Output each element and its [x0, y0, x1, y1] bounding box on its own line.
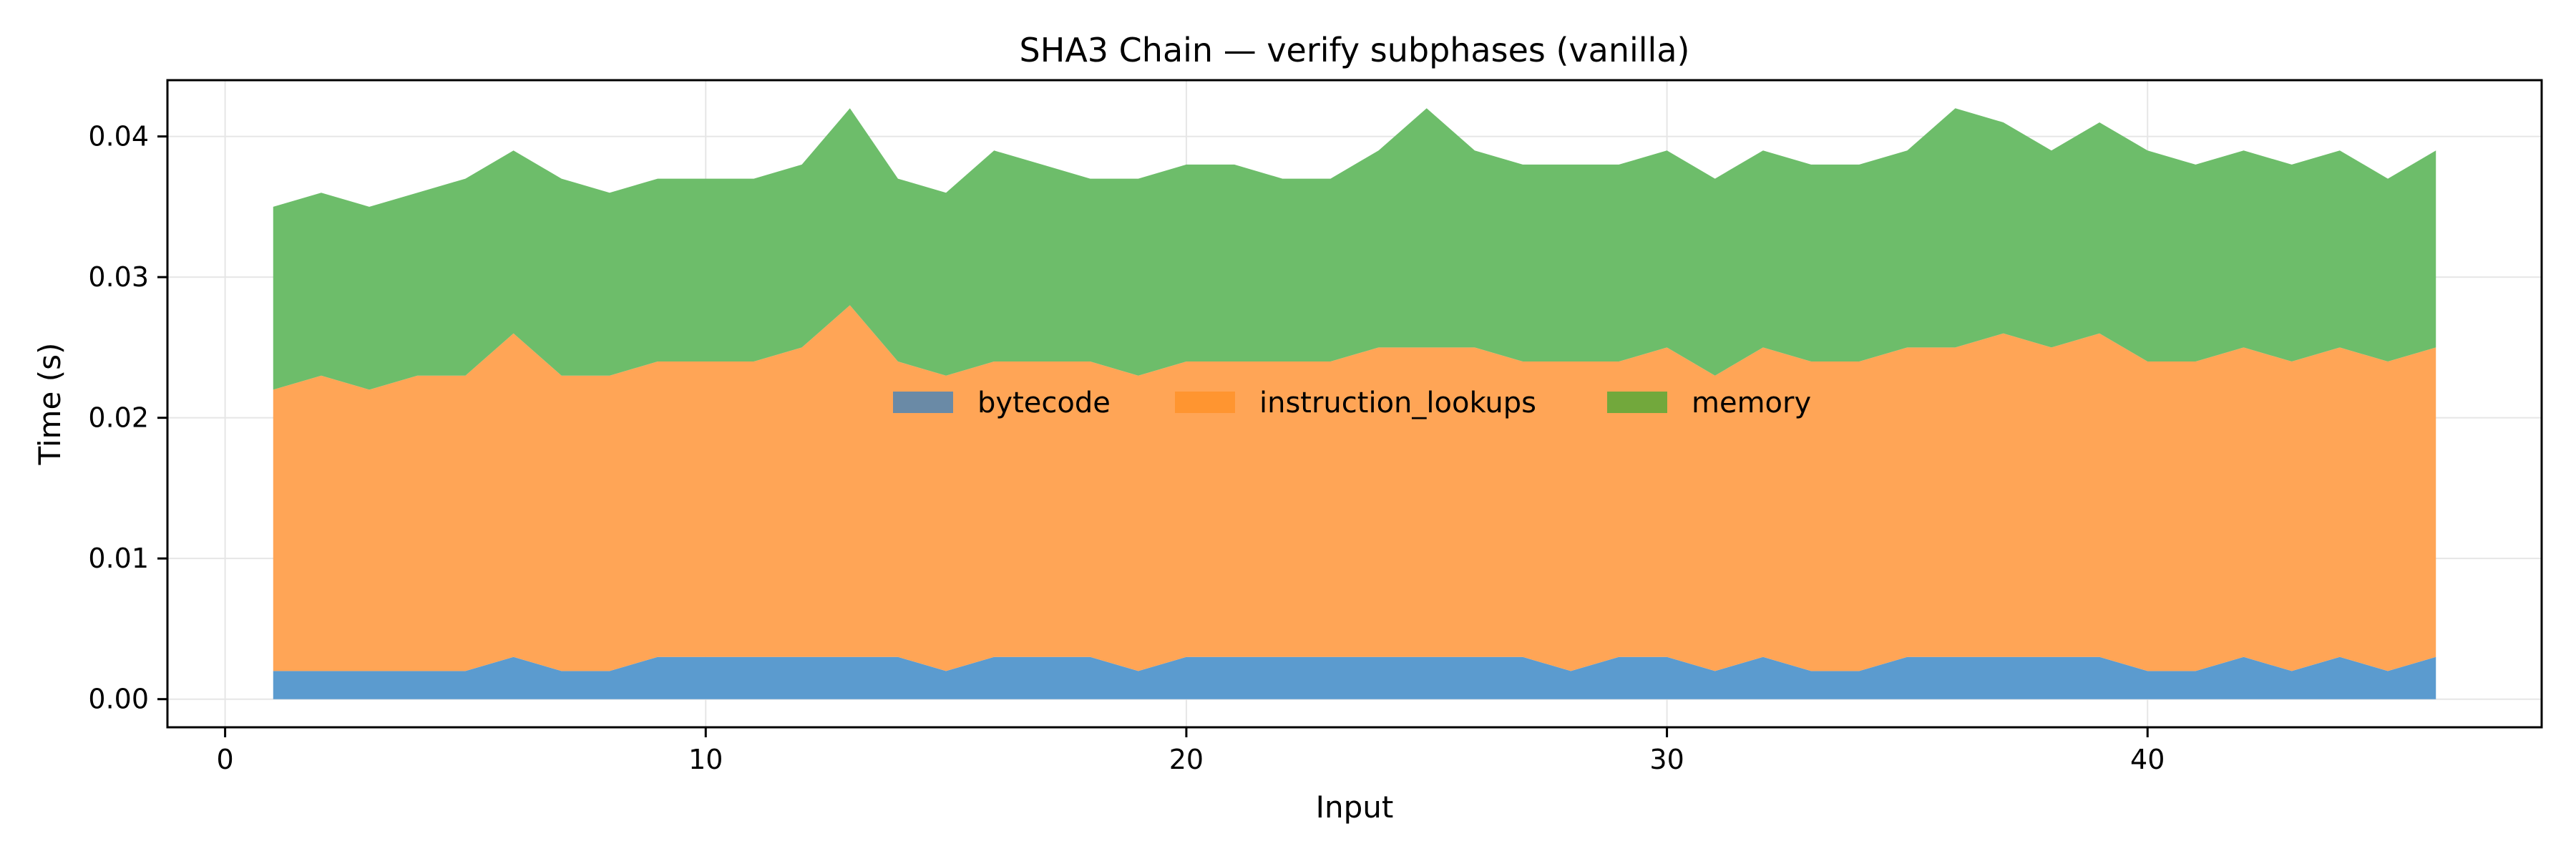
area-memory [273, 108, 2436, 390]
area-bytecode [273, 656, 2436, 699]
x-tick-label: 30 [1649, 744, 1684, 775]
x-tick-label: 0 [217, 744, 234, 775]
y-tick-label: 0.03 [88, 261, 149, 293]
y-tick-label: 0.02 [88, 402, 149, 434]
x-tick-label: 40 [2130, 744, 2165, 775]
y-tick-label: 0.01 [88, 543, 149, 574]
plot-frame [166, 79, 2543, 729]
y-tick-label: 0.00 [88, 684, 149, 715]
axis-ticks: 0 10 20 30 40 0.00 0.01 0.02 0.03 0.04 [88, 121, 2165, 775]
legend-swatch-memory [1607, 392, 1667, 413]
chart-title: SHA3 Chain — verify subphases (vanilla) [1020, 31, 1690, 69]
area-layer [273, 108, 2436, 699]
legend-label-instruction-lookups: instruction_lookups [1259, 387, 1536, 419]
y-tick-label: 0.04 [88, 121, 149, 152]
legend-swatch-bytecode [893, 392, 953, 413]
x-axis-label: Input [1316, 790, 1394, 825]
area-instruction-lookups [273, 305, 2436, 671]
legend-swatch-instruction-lookups [1175, 392, 1235, 413]
x-tick-label: 20 [1169, 744, 1204, 775]
x-tick-label: 10 [688, 744, 723, 775]
legend-label-bytecode: bytecode [977, 387, 1111, 419]
legend: bytecode instruction_lookups memory [893, 387, 1811, 419]
legend-label-memory: memory [1692, 387, 1811, 419]
y-axis-label: Time (s) [32, 343, 67, 466]
